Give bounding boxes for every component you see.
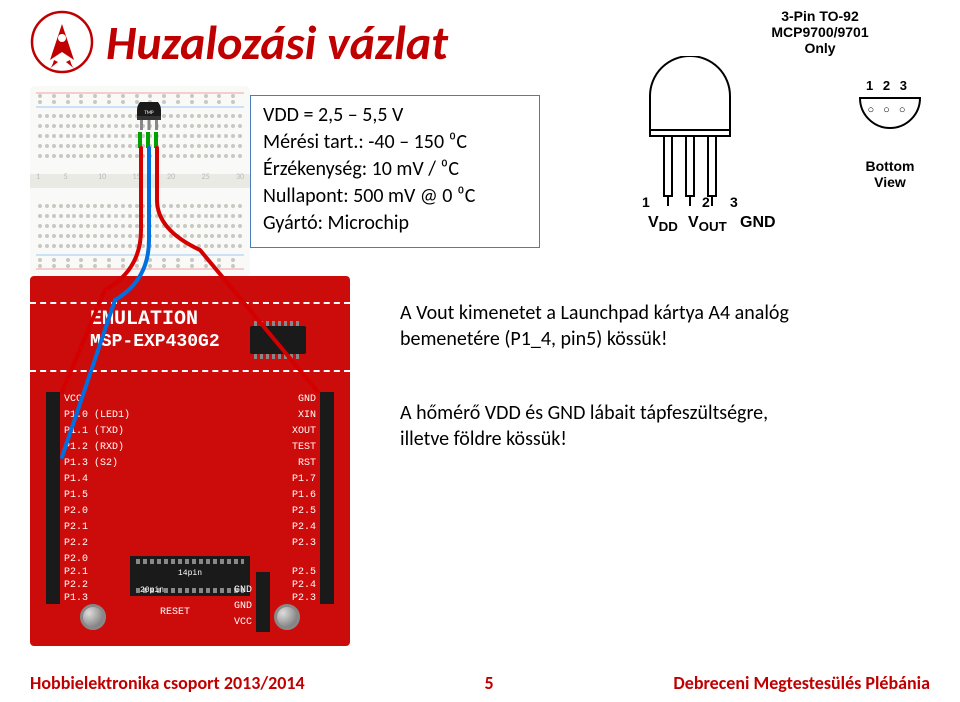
lp-board-label: MSP-EXP430G2 xyxy=(90,332,220,352)
lp-pin-right: RST xyxy=(298,458,316,469)
lp-chip-icon xyxy=(250,326,306,354)
p123: 1 2 3 xyxy=(858,78,918,93)
pin2-num: 2 xyxy=(702,194,710,210)
info-paragraph-1: A Vout kimenetet a Launchpad kártya A4 a… xyxy=(400,300,800,352)
spec-sens: Érzékenység: 10 mV / ⁰C xyxy=(263,156,527,183)
lp-pin-right: P2.5 xyxy=(292,506,316,517)
bb-tick: 1 xyxy=(36,172,40,182)
bb-tick: 25 xyxy=(202,172,210,182)
pin20-label: 20pin xyxy=(140,586,164,595)
lp-pin-left: P2.2 xyxy=(64,538,88,549)
p123-circles: ○ ○ ○ xyxy=(858,104,918,116)
lp-btm-header-label: GND xyxy=(234,601,252,612)
spec-range: Mérési tart.: -40 – 150 ⁰C xyxy=(263,129,527,156)
launchpad-board: EMULATION MSP-EXP430G2 RESET 14pin 20pin… xyxy=(30,276,350,646)
spec-box: VDD = 2,5 – 5,5 V Mérési tart.: -40 – 15… xyxy=(250,95,540,248)
lp-pin-lower-right: P2.3 xyxy=(292,593,316,604)
lp-pin-left: P1.1 (TXD) xyxy=(64,426,124,437)
lp-lower-header-right xyxy=(320,550,334,604)
pinout-bottom-icon xyxy=(850,88,930,158)
sensor-chip: TMP xyxy=(134,102,164,130)
lp-pin-right: XOUT xyxy=(292,426,316,437)
vdd-v: V xyxy=(648,214,659,231)
lp-pin-lower-left: P2.1 xyxy=(64,567,88,578)
footer: Hobbielektronika csoport 2013/2014 5 Deb… xyxy=(30,672,930,694)
bb-tick: 5 xyxy=(64,172,68,182)
lp-pin-right: GND xyxy=(298,394,316,405)
gnd-label: GND xyxy=(740,214,776,232)
lp-lower-header-left xyxy=(46,550,60,604)
lp-header-left xyxy=(46,392,60,552)
lp-pin-right: P1.6 xyxy=(292,490,316,501)
spec-vdd: VDD = 2,5 – 5,5 V xyxy=(263,102,527,129)
pinout-title3: Only xyxy=(750,40,890,56)
lp-button-left xyxy=(80,604,106,630)
pin3-num: 3 xyxy=(730,194,738,210)
spec-mfr: Gyártó: Microchip xyxy=(263,210,527,237)
lp-pin-left: P2.0 xyxy=(64,506,88,517)
lp-btm-header-label: GND xyxy=(234,585,252,596)
pinout-diagram: 3-Pin TO-92 MCP9700/9701 Only 1 2 3 VDD … xyxy=(570,8,950,238)
lp-pin-lower-left: P2.2 xyxy=(64,580,88,591)
header: Huzalozási vázlat xyxy=(30,10,448,74)
lp-button-right xyxy=(274,604,300,630)
lp-pin-lower-left: P2.0 xyxy=(64,554,88,565)
pin14-label: 14pin xyxy=(178,569,202,578)
bottom-label: Bottom xyxy=(855,158,925,174)
lp-bottom-header xyxy=(256,572,270,632)
lp-pin-right: P2.4 xyxy=(292,522,316,533)
lp-pin-left: VCC xyxy=(64,394,82,405)
bb-tick: 30 xyxy=(236,172,244,182)
lp-pin-lower-right: P2.5 xyxy=(292,567,316,578)
lp-pin-left: P1.3 (S2) xyxy=(64,458,118,469)
lp-pin-left: P1.5 xyxy=(64,490,88,501)
lp-pin-lower-right: P2.4 xyxy=(292,580,316,591)
lp-emulation-label: EMULATION xyxy=(90,308,198,331)
bb-tick: 15 xyxy=(133,172,141,182)
footer-right: Debreceni Megtestesülés Plébánia xyxy=(673,672,930,694)
vdd-sub: DD xyxy=(659,219,678,234)
lp-pin-right: XIN xyxy=(298,410,316,421)
lp-pin-right: TEST xyxy=(292,442,316,453)
info-paragraph-2: A hőmérő VDD és GND lábait tápfeszültség… xyxy=(400,400,800,452)
lp-pin-left: P1.2 (RXD) xyxy=(64,442,124,453)
page-title: Huzalozási vázlat xyxy=(106,13,448,72)
lp-pin-left: P1.0 (LED1) xyxy=(64,410,130,421)
footer-left: Hobbielektronika csoport 2013/2014 xyxy=(30,672,305,694)
rocket-icon xyxy=(30,10,94,74)
lp-pin-right: P2.3 xyxy=(292,538,316,549)
pinout-title1: 3-Pin TO-92 xyxy=(750,8,890,24)
pin1-num: 1 xyxy=(642,194,650,210)
lp-pin-lower-left: P1.3 xyxy=(64,593,88,604)
lp-pin-right: P1.7 xyxy=(292,474,316,485)
pinout-front-icon xyxy=(620,56,760,226)
vout-sub: OUT xyxy=(699,219,727,234)
spec-null: Nullapont: 500 mV @ 0 ⁰C xyxy=(263,183,527,210)
vout-v: V xyxy=(688,214,699,231)
reset-label: RESET xyxy=(160,607,190,618)
lp-btm-header-label: VCC xyxy=(234,617,252,628)
svg-text:TMP: TMP xyxy=(144,110,154,116)
lp-pin-left: P2.1 xyxy=(64,522,88,533)
bb-tick: 10 xyxy=(98,172,106,182)
bb-tick: 20 xyxy=(167,172,175,182)
lp-header-right xyxy=(320,392,334,552)
footer-page: 5 xyxy=(484,672,493,694)
lp-pin-left: P1.4 xyxy=(64,474,88,485)
view-label: View xyxy=(855,174,925,190)
pinout-title2: MCP9700/9701 xyxy=(750,24,890,40)
